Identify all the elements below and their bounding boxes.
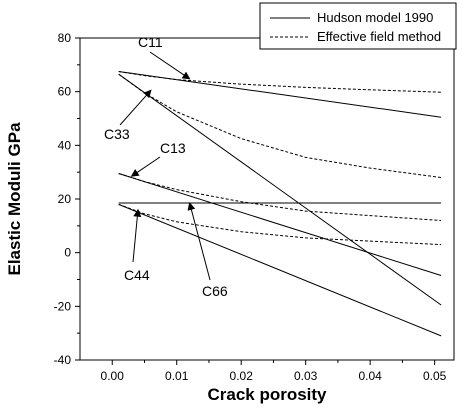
legend-box (259, 2, 457, 50)
annotation-arrow-c44 (132, 208, 142, 263)
tick-marks (75, 37, 436, 365)
hudson-line-1 (118, 73, 442, 306)
annotation-c44: C44 (124, 208, 150, 283)
annotation-arrow-c66 (187, 202, 211, 281)
y-tick-label: -40 (54, 353, 72, 367)
hudson-line-2 (118, 173, 442, 276)
effective-field-line-8 (118, 203, 442, 246)
y-tick-label: 40 (58, 138, 72, 152)
annotation-label-c13: C13 (160, 140, 186, 156)
annotation-label-c44: C44 (124, 267, 150, 283)
effective-field-line-5 (118, 71, 442, 93)
y-tick-label: 0 (64, 246, 71, 260)
y-tick-label: -20 (54, 299, 72, 313)
annotation-c66: C66 (187, 202, 228, 299)
x-tick-label: 0.01 (165, 369, 189, 383)
legend-label-hudson: Hudson model 1990 (317, 10, 433, 25)
series-lines (118, 71, 442, 337)
annotation-arrow-c33 (119, 89, 152, 126)
x-tick-label: 0.04 (358, 369, 382, 383)
annotation-c33: C33 (104, 89, 152, 142)
hudson-line-0 (118, 71, 442, 118)
annotation-label-c33: C33 (104, 126, 130, 142)
x-tick-label: 0.00 (101, 369, 125, 383)
tick-labels: 0.00 0.01 0.02 0.03 0.04 0.05 -40 -20 0 20 40 60 80 (54, 31, 447, 383)
y-tick-label: 60 (58, 85, 72, 99)
annotation-label-c11: C11 (138, 34, 163, 50)
x-tick-label: 0.05 (423, 369, 447, 383)
x-axis-label: Crack porosity (207, 385, 327, 404)
effective-field-line-6 (118, 73, 442, 178)
y-tick-label: 80 (58, 31, 72, 45)
annotation-arrow-c11 (149, 51, 191, 80)
annotation-label-c66: C66 (202, 283, 228, 299)
y-tick-label: 20 (58, 192, 72, 206)
x-tick-label: 0.02 (230, 369, 254, 383)
annotation-c13: C13 (130, 140, 186, 177)
annotation-arrow-c13 (130, 156, 161, 177)
hudson-line-4 (118, 203, 442, 337)
y-axis-label: Elastic Moduli GPa (5, 122, 24, 276)
legend: Hudson model 1990 Effective field method (259, 2, 457, 50)
legend-label-effective-field: Effective field method (317, 29, 441, 44)
annotation-c11: C11 (138, 34, 191, 80)
x-tick-label: 0.03 (294, 369, 318, 383)
effective-field-line-7 (118, 173, 442, 221)
